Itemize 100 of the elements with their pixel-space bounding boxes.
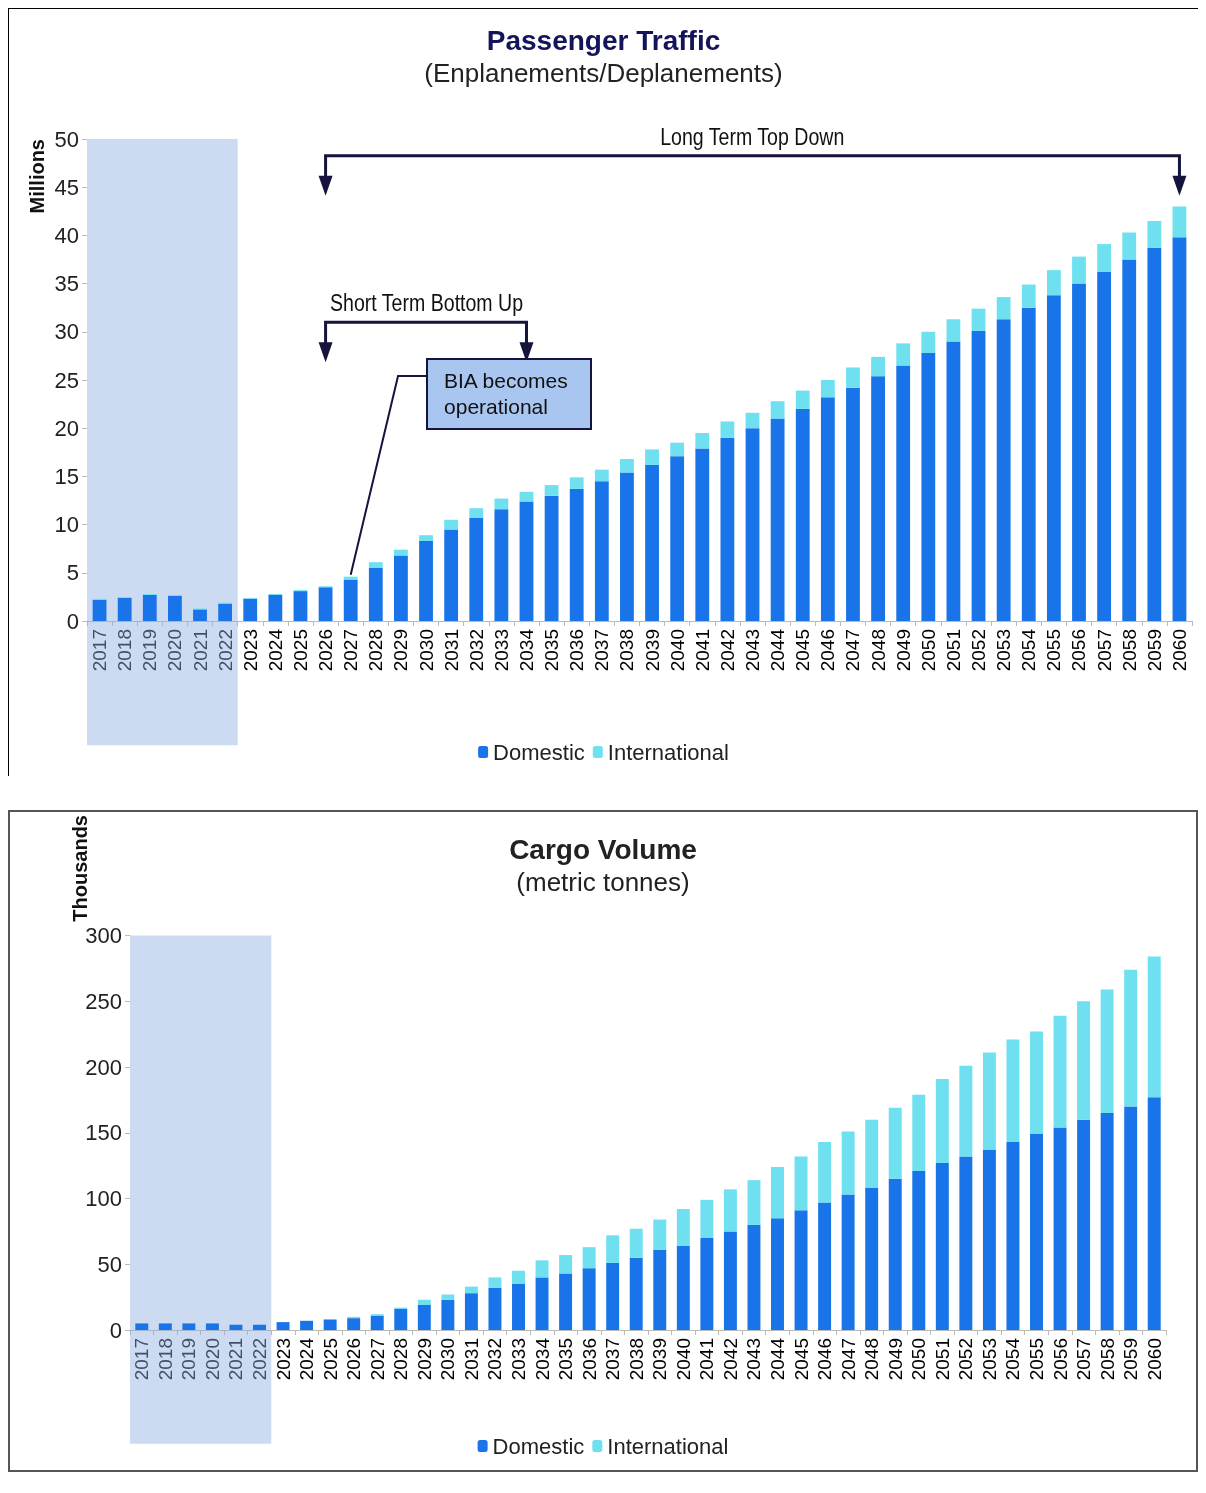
x-tick-label: 2025 — [319, 1338, 341, 1381]
bar — [370, 1315, 384, 1330]
bar — [469, 517, 484, 621]
x-tick-label: 2029 — [390, 629, 412, 672]
bar — [318, 587, 333, 621]
bar — [982, 1052, 996, 1150]
x-tick-label: 2038 — [616, 629, 638, 672]
y-tick-label: 200 — [85, 1054, 122, 1080]
bar — [653, 1219, 667, 1250]
bar — [193, 609, 207, 621]
bar — [982, 1149, 996, 1330]
x-tick-label: 2035 — [541, 629, 563, 672]
x-tick-label: 2045 — [790, 1338, 812, 1381]
y-axis-title: Thousands — [69, 815, 91, 922]
x-tick-label: 2052 — [968, 629, 990, 672]
x-tick-label: 2050 — [917, 629, 939, 672]
bar — [229, 1324, 243, 1330]
bar — [1021, 284, 1036, 308]
bar — [676, 1245, 690, 1330]
x-tick-label: 2047 — [842, 629, 864, 672]
bar — [535, 1260, 549, 1278]
x-tick-label: 2041 — [691, 629, 713, 672]
bar — [629, 1228, 643, 1258]
bar — [117, 597, 132, 621]
bar — [841, 1194, 855, 1330]
bar — [182, 1323, 196, 1330]
y-tick-label: 10 — [54, 512, 79, 538]
bar — [512, 1283, 525, 1330]
bar — [1147, 1097, 1161, 1330]
x-tick-label: 2023 — [272, 1338, 294, 1381]
annotation: BIA becomes operational — [426, 358, 593, 430]
bar — [300, 1320, 314, 1330]
bar — [670, 442, 685, 457]
bar — [620, 459, 634, 473]
x-tick-label: 2042 — [716, 629, 738, 672]
x-tick-label: 2046 — [817, 629, 839, 672]
x-tick-label: 2022 — [249, 1338, 270, 1381]
bar — [559, 1255, 573, 1274]
bar — [888, 1107, 902, 1179]
bar — [770, 418, 785, 621]
bar — [1077, 1001, 1091, 1120]
bar — [394, 1308, 408, 1330]
bar — [135, 1323, 149, 1330]
bar — [488, 1287, 502, 1330]
y-tick-label: 300 — [85, 923, 122, 949]
x-tick-label: 2017 — [131, 1338, 153, 1381]
x-tick-label: 2033 — [508, 1338, 529, 1381]
y-tick-label: 30 — [54, 319, 79, 345]
bar — [723, 1231, 737, 1330]
bar — [670, 456, 685, 621]
y-tick-label: 20 — [54, 415, 79, 441]
y-tick-label: 25 — [54, 367, 79, 393]
bar — [820, 397, 835, 621]
x-tick-label: 2032 — [484, 1338, 506, 1381]
x-tick-label: 2019 — [178, 1338, 200, 1381]
bar — [676, 1209, 690, 1246]
bar — [594, 481, 609, 621]
bar — [464, 1293, 478, 1330]
y-tick-label: 35 — [54, 271, 79, 297]
x-tick-label: 2024 — [264, 628, 286, 672]
bar — [820, 380, 835, 398]
bar — [695, 433, 710, 449]
legend-label: International — [607, 1433, 729, 1459]
annotation: Short Term Bottom Up — [329, 290, 523, 318]
bar — [935, 1163, 949, 1330]
legend-label: Domestic — [492, 1433, 585, 1459]
bar — [1046, 270, 1061, 296]
bar — [745, 428, 760, 621]
bar — [606, 1262, 620, 1330]
x-tick-label: 2019 — [139, 629, 161, 672]
bar — [343, 576, 358, 580]
x-tick-label: 2025 — [289, 629, 311, 672]
y-tick-label: 45 — [54, 174, 79, 200]
bar — [276, 1322, 290, 1330]
x-tick-label: 2020 — [164, 629, 186, 672]
x-tick-label: 2024 — [296, 1337, 318, 1381]
x-tick-label: 2034 — [531, 1337, 553, 1381]
x-tick-label: 2031 — [460, 1338, 482, 1381]
bar — [1172, 237, 1187, 621]
bar — [770, 401, 785, 419]
bar — [535, 1277, 549, 1330]
bar — [253, 1324, 266, 1330]
bar — [971, 330, 986, 621]
bar — [1077, 1119, 1091, 1330]
x-tick-label: 2043 — [743, 1338, 765, 1381]
x-tick-label: 2023 — [239, 629, 261, 672]
bar — [971, 308, 986, 331]
x-tick-label: 2056 — [1049, 1338, 1071, 1381]
x-tick-label: 2026 — [315, 629, 337, 672]
y-tick-label: 0 — [109, 1317, 122, 1343]
bar — [794, 1156, 808, 1211]
bar — [417, 1299, 431, 1306]
bar — [1030, 1134, 1043, 1330]
x-tick-label: 2041 — [696, 1338, 718, 1381]
bar — [494, 498, 509, 510]
bar — [645, 449, 659, 465]
x-tick-label: 2028 — [365, 629, 387, 672]
bar — [1124, 969, 1138, 1107]
bar — [720, 421, 735, 438]
x-tick-label: 2049 — [884, 1338, 906, 1381]
